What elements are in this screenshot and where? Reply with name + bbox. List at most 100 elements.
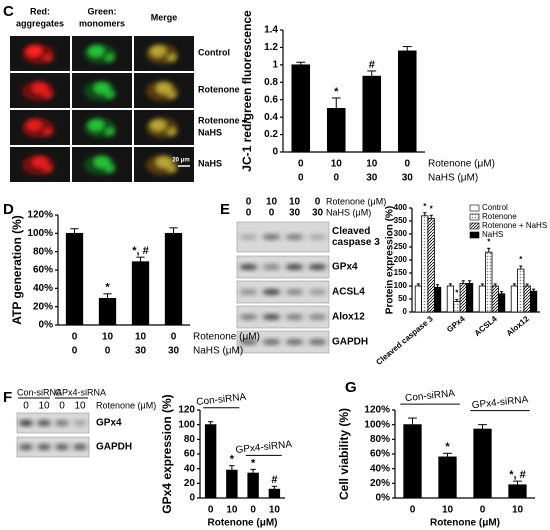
error-bar — [513, 480, 522, 485]
bar — [453, 301, 461, 313]
bar — [362, 75, 382, 153]
error-bar — [512, 283, 516, 286]
legend-swatch — [469, 204, 480, 212]
cell-blobs — [84, 118, 116, 138]
blot-band — [262, 339, 281, 345]
x-tick-label: 0 — [171, 332, 177, 343]
blot-band — [285, 234, 304, 240]
y-tick-label: 1.2 — [264, 42, 278, 53]
y-tick-label: 0 — [272, 147, 278, 158]
scale-bar-label: 20 μm — [172, 158, 189, 164]
lane-label: 10 — [266, 197, 278, 208]
bar — [459, 282, 467, 313]
significance-mark: *, # — [132, 245, 149, 257]
group-label: Con-siRNA — [405, 388, 456, 404]
blot-band — [37, 420, 51, 426]
bar — [465, 282, 474, 313]
group-label: GPx4-siRNA — [235, 439, 293, 456]
bar — [268, 488, 281, 499]
significance-mark: * — [423, 202, 427, 211]
significance-mark: * — [334, 86, 339, 98]
y-tick-label: 120 — [178, 405, 195, 416]
cell-blob — [26, 119, 42, 131]
panel-letter: G — [345, 379, 357, 396]
x-tick-label: Alox12 — [505, 314, 531, 338]
cell-blob — [43, 54, 53, 62]
lane-label: 30 — [289, 208, 301, 219]
significance-mark: *, # — [509, 469, 526, 481]
column-header: Merge — [151, 12, 178, 22]
bar — [291, 64, 311, 153]
blot-band — [285, 289, 304, 295]
error-bar — [448, 283, 452, 286]
band-label: Alox12 — [332, 312, 365, 323]
y-tick-label: 80% — [33, 246, 53, 257]
y-axis-label: Protein expression (%) — [385, 206, 396, 314]
x-tick-label: 0 — [105, 346, 111, 357]
legend-label: Rotenone — [482, 212, 517, 221]
bar — [98, 298, 117, 326]
x-tick-label: 0 — [208, 505, 214, 516]
bar — [478, 285, 487, 313]
legend-label: Rotenone + NaHS — [482, 221, 547, 230]
significance-mark: # — [369, 59, 375, 71]
cell-blob — [88, 119, 104, 131]
row-label: NaHS — [198, 158, 222, 168]
bar — [397, 50, 417, 153]
y-tick-label: 0.8 — [264, 77, 278, 88]
cell-blob — [167, 128, 177, 136]
cell-blob — [43, 165, 53, 173]
cell-blobs — [22, 44, 54, 64]
error-bar — [423, 212, 427, 216]
y-tick-label: 0.4 — [264, 112, 278, 123]
blot-band — [73, 444, 87, 450]
y-tick-label: 40% — [370, 463, 390, 474]
error-bar — [207, 421, 214, 425]
cell-blob — [32, 156, 48, 168]
bar — [414, 285, 423, 313]
significance-mark: # — [271, 474, 277, 486]
lane-label: 10 — [289, 197, 301, 208]
error-bar — [367, 70, 377, 77]
x-tick-label: 10 — [226, 505, 238, 516]
error-bar — [416, 283, 420, 286]
bar — [421, 215, 429, 313]
blot-band — [239, 234, 258, 240]
group-label: GPx4-siRNA — [55, 387, 106, 397]
group-label: Con-siRNA — [17, 387, 62, 397]
cell-blob — [105, 54, 115, 62]
x-row-label: NaHS (μM) — [193, 346, 243, 357]
panel-letter: E — [220, 201, 230, 218]
cell-blobs — [146, 118, 178, 138]
y-tick-label: 80 — [184, 434, 196, 445]
bar — [485, 251, 493, 313]
blot-band — [239, 264, 258, 270]
x-tick-label: 0 — [298, 159, 304, 170]
cell-blob — [150, 119, 166, 131]
bar — [427, 217, 435, 313]
panel-letter: C — [3, 3, 14, 20]
bar — [438, 456, 457, 499]
significance-mark: * — [430, 204, 434, 213]
bar — [164, 232, 183, 326]
blot-band — [239, 314, 258, 320]
cell-blobs — [22, 118, 54, 138]
lane-label: 0 — [246, 208, 252, 219]
cell-blob — [43, 91, 53, 99]
y-tick-label: 80% — [370, 434, 390, 445]
y-tick-label: 0 — [189, 493, 195, 504]
bar — [446, 285, 455, 313]
column-header: aggregates — [16, 18, 64, 28]
y-tick-label: 60% — [370, 449, 390, 460]
cell-blob — [105, 165, 115, 173]
lane-row-label: Rotenone (μM) — [326, 196, 386, 206]
panel-letter: F — [3, 389, 12, 406]
bar — [497, 293, 506, 313]
y-tick-label: 20% — [33, 301, 53, 312]
bar — [530, 290, 538, 313]
y-tick-label: 250 — [394, 242, 408, 251]
error-bar — [136, 256, 145, 262]
cell-blob — [32, 82, 48, 94]
bar — [326, 108, 346, 153]
